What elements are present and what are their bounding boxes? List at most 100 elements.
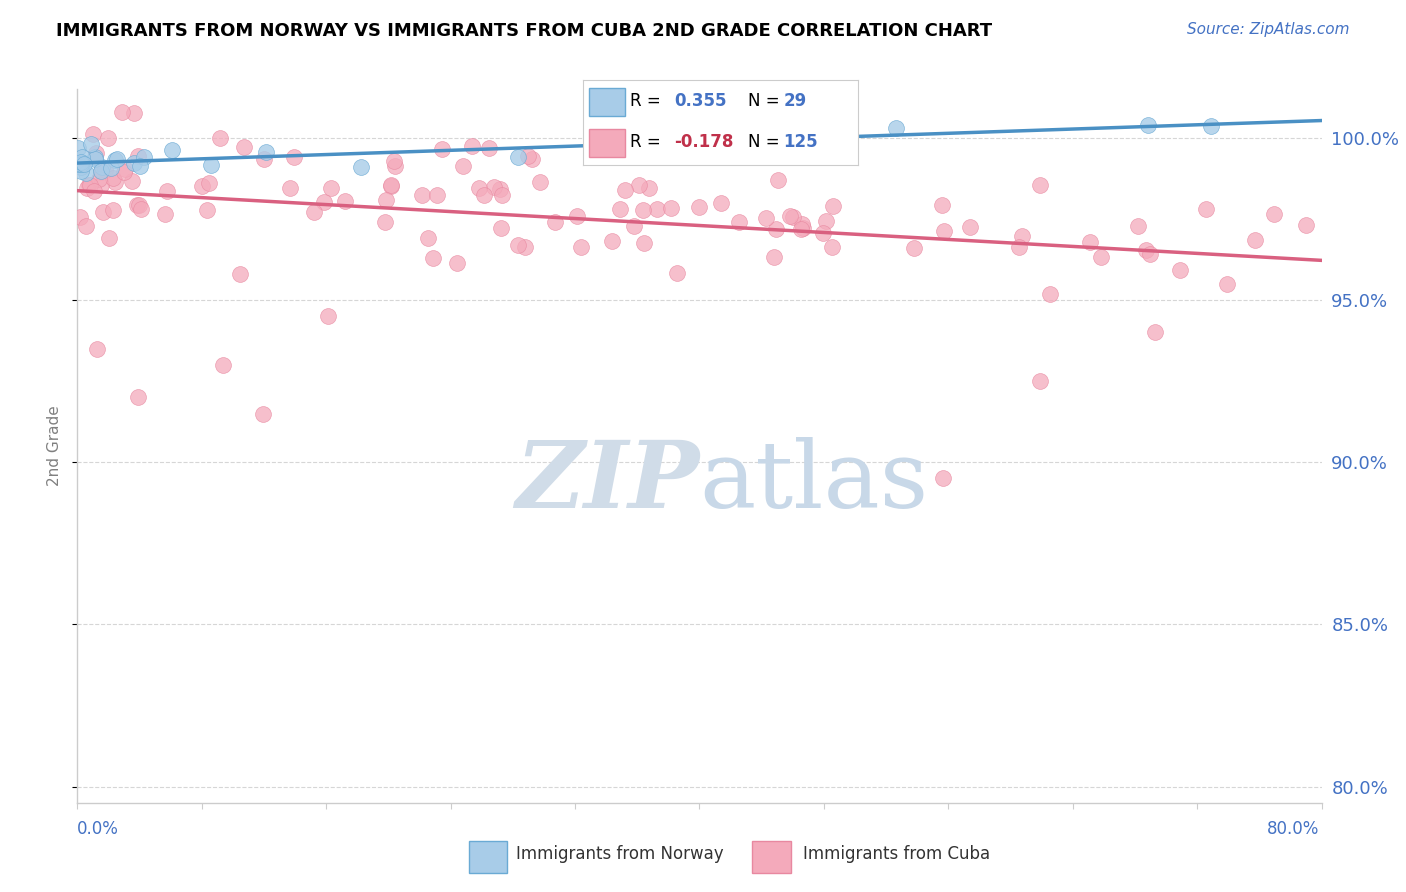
Point [1216,277,1239,292]
Point [932,471,955,485]
Text: N =: N = [748,93,779,111]
Point [637,180,659,194]
Point [508,238,530,252]
Point [69,160,91,174]
Point [422,251,444,265]
Text: atlas: atlas [700,437,929,526]
Point [191,178,214,193]
Point [333,194,356,209]
Point [70,155,93,169]
Point [156,184,179,198]
Text: 0.0%: 0.0% [77,820,120,838]
Point [75,166,97,180]
Point [84,145,107,160]
Point [1126,219,1149,234]
Point [600,234,623,248]
Point [91,160,114,174]
Point [90,165,112,179]
Point [129,202,152,216]
Point [319,180,342,194]
Point [375,193,398,207]
Point [229,268,252,282]
Point [86,342,108,356]
Point [1139,247,1161,261]
Point [129,159,152,173]
Point [79,178,101,192]
Point [114,165,136,179]
Point [446,256,468,270]
Point [83,152,105,166]
Point [1263,207,1285,221]
Point [886,121,908,136]
Point [569,240,592,254]
Text: Immigrants from Norway: Immigrants from Norway [516,845,724,863]
Point [82,127,104,141]
Point [565,209,588,223]
Point [451,160,474,174]
Point [482,179,505,194]
Point [73,157,96,171]
Point [688,200,710,214]
Point [1137,118,1160,132]
Point [709,196,731,211]
Point [821,240,844,254]
Point [67,157,90,171]
Point [1038,287,1060,301]
Point [111,104,134,119]
Point [104,175,127,189]
Point [252,407,274,421]
Point [384,159,406,173]
Point [75,219,97,233]
Point [821,199,844,213]
Point [83,184,105,198]
Point [1029,374,1052,388]
Point [127,390,149,404]
Point [90,163,112,178]
Point [411,187,433,202]
Text: N =: N = [748,133,779,151]
Point [766,173,789,187]
Point [1194,202,1216,216]
Point [520,152,543,166]
Point [763,250,786,264]
Point [1135,243,1157,257]
Point [489,182,512,196]
Point [477,141,499,155]
Point [633,235,655,250]
Point [283,150,305,164]
Point [1244,233,1267,247]
Point [814,214,837,228]
Point [350,160,373,174]
Point [903,242,925,256]
Point [232,140,254,154]
Point [1090,250,1112,264]
Point [79,178,101,192]
Point [659,201,682,215]
Point [728,215,751,229]
Point [380,178,402,192]
Point [67,141,90,155]
Point [254,145,277,160]
Point [100,161,122,175]
Point [426,188,449,202]
Bar [589,128,624,157]
Point [153,207,176,221]
Point [418,231,440,245]
Bar [589,88,624,116]
Point [382,154,405,169]
Text: R =: R = [630,93,661,111]
Point [508,150,530,164]
Point [101,203,124,218]
Point [609,202,631,216]
Point [253,153,276,167]
Point [374,214,396,228]
Point [765,222,787,236]
Point [959,220,981,235]
Point [122,106,145,120]
Point [779,209,801,223]
Point [160,143,183,157]
Point [122,155,145,169]
Point [128,198,150,212]
Point [87,172,110,186]
Text: 80.0%: 80.0% [1267,820,1319,838]
